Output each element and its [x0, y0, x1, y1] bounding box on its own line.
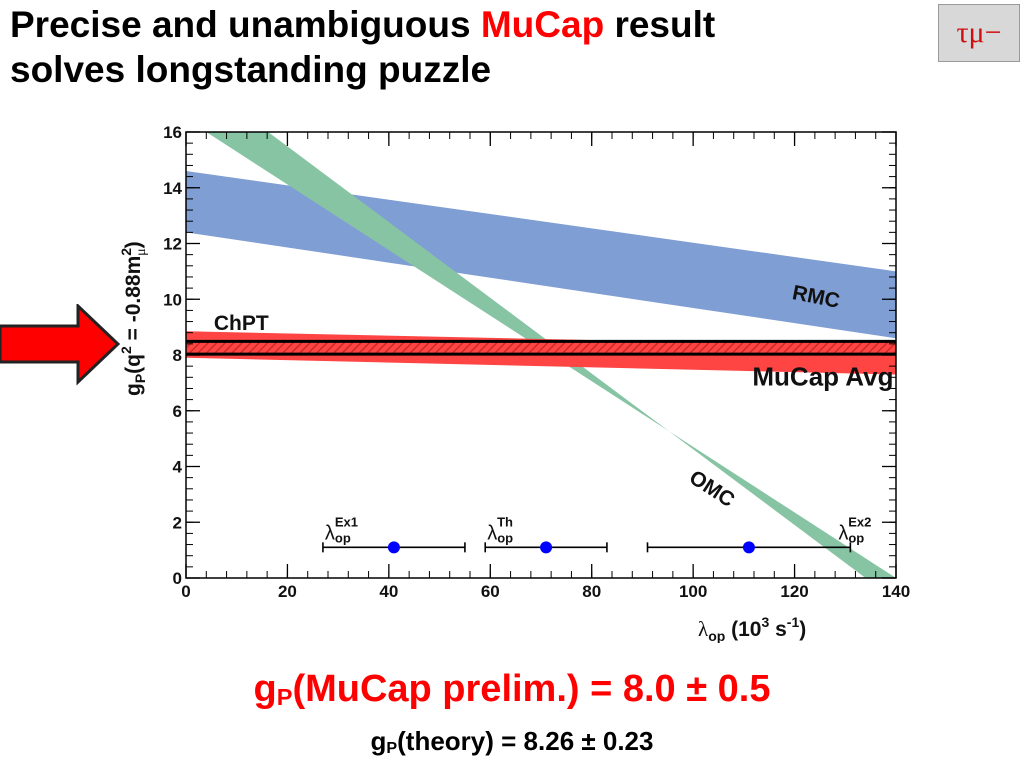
slide-title: Precise and unambiguous MuCap result sol… — [10, 2, 910, 92]
data-point-1 — [387, 541, 400, 554]
x-tick-label-140: 140 — [882, 582, 910, 601]
title-accent: MuCap — [480, 4, 605, 45]
y-tick-label-12: 12 — [163, 235, 182, 254]
corner-symbol-box: τμ− — [938, 4, 1020, 62]
y-tick-label-0: 0 — [173, 569, 182, 588]
point-label-3: λopEx2 — [838, 514, 871, 545]
result-theory-value: (theory) = 8.26 ± 0.23 — [397, 726, 654, 756]
point-label-1: λopEx1 — [325, 514, 358, 545]
point-label-2: λopTh — [487, 514, 513, 545]
title-line2: solves longstanding puzzle — [10, 49, 492, 90]
x-tick-label-120: 120 — [780, 582, 808, 601]
pointer-arrow-shape — [0, 304, 120, 386]
corner-symbol: τμ− — [956, 16, 1002, 49]
y-tick-label-2: 2 — [173, 513, 182, 532]
result-mucap-value: (MuCap prelim.) = 8.0 ± 0.5 — [292, 668, 771, 710]
y-axis-label: gP(q2 = -0.88m2μ) — [118, 241, 149, 396]
data-point-3 — [742, 541, 755, 554]
result-mucap-symbol: g — [253, 668, 277, 710]
y-tick-label-16: 16 — [163, 123, 182, 142]
x-tick-label-100: 100 — [679, 582, 707, 601]
x-tick-label-20: 20 — [278, 582, 297, 601]
bands-group — [186, 132, 896, 578]
y-tick-label-8: 8 — [173, 346, 182, 365]
x-tick-label-80: 80 — [582, 582, 601, 601]
x-tick-label-40: 40 — [379, 582, 398, 601]
y-tick-label-6: 6 — [173, 402, 182, 421]
result-theory: gP(theory) = 8.26 ± 0.23 — [0, 726, 1024, 758]
title-part1: Precise and unambiguous — [10, 4, 481, 45]
result-mucap: gP(MuCap prelim.) = 8.0 ± 0.5 — [0, 668, 1024, 711]
x-tick-label-0: 0 — [181, 582, 190, 601]
x-tick-label-60: 60 — [481, 582, 500, 601]
y-tick-label-4: 4 — [173, 458, 183, 477]
chpt-band — [186, 341, 896, 355]
data-point-2 — [540, 541, 553, 554]
title-part2: result — [604, 4, 716, 45]
y-tick-label-14: 14 — [163, 179, 182, 198]
chpt-label: ChPT — [214, 312, 269, 335]
result-mucap-subscript: P — [276, 684, 293, 711]
result-theory-symbol: g — [370, 726, 387, 756]
x-axis-label: λop (103 s-1) — [698, 614, 806, 643]
mucap-avg-label: MuCap Avg — [752, 362, 893, 392]
pointer-arrow-icon — [0, 304, 120, 386]
y-tick-label-10: 10 — [163, 290, 182, 309]
result-theory-subscript: P — [386, 738, 398, 757]
